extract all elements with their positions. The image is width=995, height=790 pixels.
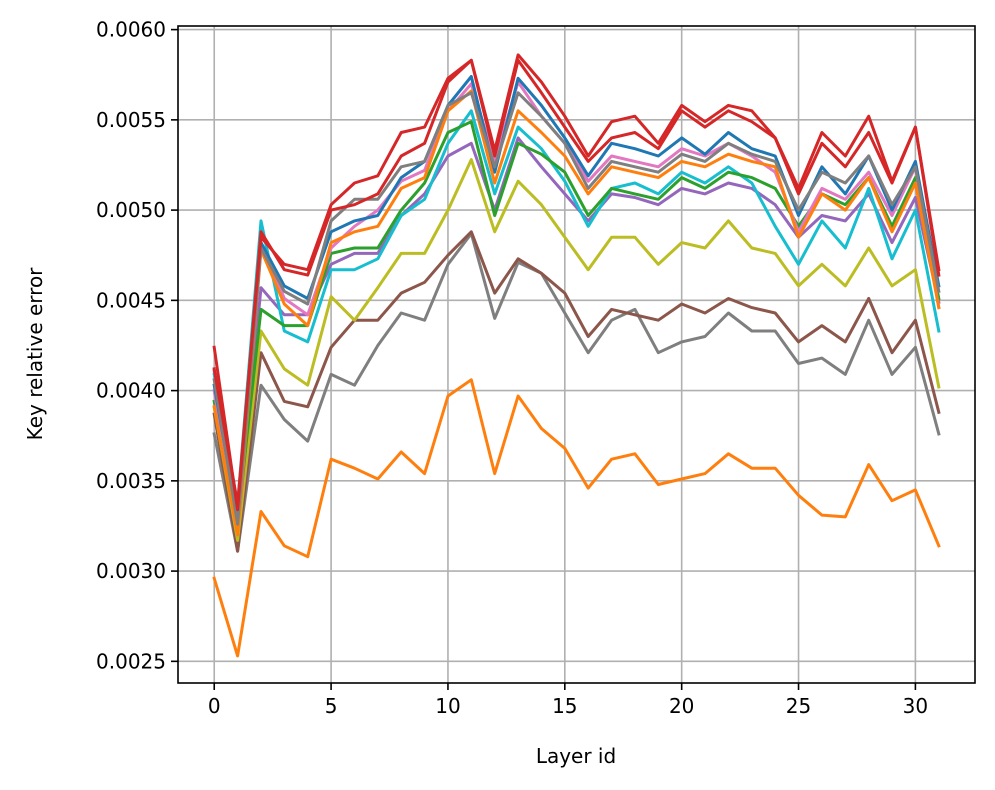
- y-tick-label: 0.0060: [96, 18, 166, 42]
- y-tick-label: 0.0050: [96, 198, 166, 222]
- x-tick-label: 20: [669, 694, 694, 718]
- series-group: [212, 53, 941, 658]
- x-axis-ticks: 0 5 10 15 20 25 30: [208, 683, 928, 718]
- series-line-9: [212, 75, 941, 521]
- y-tick-label: 0.0035: [96, 469, 166, 493]
- grid: [178, 26, 975, 683]
- series-line-12: [212, 58, 941, 512]
- series-line-5: [212, 136, 941, 533]
- y-axis-ticks: 0.0025 0.0030 0.0035 0.0040 0.0045 0.0050 0.00…: [96, 18, 178, 673]
- series-line-1: [212, 378, 941, 658]
- x-tick-label: 30: [903, 694, 928, 718]
- y-tick-label: 0.0045: [96, 288, 166, 312]
- x-axis-label: Layer id: [536, 744, 616, 768]
- series-line-4: [212, 158, 941, 542]
- x-tick-label: 25: [786, 694, 811, 718]
- series-line-10: [212, 89, 941, 537]
- y-tick-label: 0.0030: [96, 559, 166, 583]
- y-tick-label: 0.0025: [96, 649, 166, 673]
- y-tick-label: 0.0055: [96, 108, 166, 132]
- x-tick-label: 15: [552, 694, 577, 718]
- y-tick-label: 0.0040: [96, 379, 166, 403]
- series-line-13: [212, 53, 941, 506]
- plot-frame: [177, 25, 976, 684]
- x-tick-label: 5: [325, 694, 338, 718]
- series-line-2: [212, 232, 941, 553]
- series-line-3: [212, 230, 941, 553]
- y-axis-label: Key relative error: [23, 267, 47, 441]
- x-tick-label: 10: [435, 694, 460, 718]
- series-line-11: [212, 91, 941, 526]
- series-line-6: [212, 109, 941, 506]
- series-line-8: [212, 80, 941, 532]
- series-line-7: [212, 120, 941, 523]
- x-tick-label: 0: [208, 694, 221, 718]
